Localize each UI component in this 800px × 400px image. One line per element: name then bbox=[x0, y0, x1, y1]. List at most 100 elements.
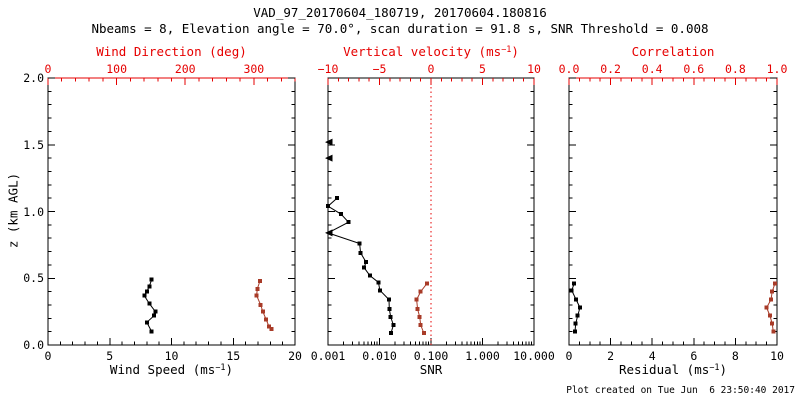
panel-wind-y-ticks bbox=[48, 77, 295, 346]
series-wind-direction-point bbox=[255, 286, 260, 291]
series-wind-speed bbox=[142, 277, 158, 334]
panel-wind-top-tick-label: 100 bbox=[106, 62, 127, 76]
panel-residual-top-tick-label: 0.0 bbox=[558, 62, 580, 76]
panel-residual-bottom-tick-label: 8 bbox=[731, 349, 739, 363]
series-snr bbox=[325, 196, 396, 335]
series-vertical-velocity-point bbox=[414, 297, 419, 302]
panel-residual-bottom-tick-label: 2 bbox=[607, 349, 615, 363]
panel-snr-top-tick-label: 0 bbox=[427, 62, 435, 76]
panel-snr-top-tick-label: −5 bbox=[372, 62, 387, 76]
series-wind-speed-point bbox=[147, 301, 152, 306]
panel-snr-frame bbox=[327, 77, 535, 346]
offscale-arrow-left-icon bbox=[325, 229, 333, 237]
panel-wind-bottom-tick-label: 20 bbox=[288, 349, 302, 363]
series-wind-direction-point bbox=[258, 302, 263, 307]
series-wind-speed-point bbox=[144, 289, 149, 294]
y-axis-tick-label: 1.0 bbox=[23, 204, 44, 219]
residual-axis-title: Residual (ms−1) bbox=[569, 362, 777, 377]
panel-residual-top-tick-label: 0.8 bbox=[725, 62, 746, 76]
panel-snr-bottom-tick-label: 0.001 bbox=[310, 349, 346, 363]
panel-residual bbox=[568, 77, 778, 346]
series-residual-point bbox=[574, 297, 579, 302]
series-wind-direction-point bbox=[258, 278, 263, 283]
series-residual-point bbox=[575, 313, 580, 318]
series-snr-point bbox=[339, 212, 344, 217]
vertical-velocity-axis-title: Vertical velocity (ms−1) bbox=[328, 44, 534, 59]
residual-title-sup: −1 bbox=[709, 363, 720, 373]
panel-snr-y-ticks bbox=[328, 77, 534, 346]
panel-wind-bottom-tick-label: 5 bbox=[106, 349, 114, 363]
plot-subtitle: Nbeams = 8, Elevation angle = 70.0°, sca… bbox=[91, 21, 709, 36]
panel-snr-bottom-tick-label: 1.000 bbox=[465, 349, 500, 363]
series-wind-speed-point bbox=[153, 309, 158, 314]
series-vertical-velocity-point bbox=[415, 306, 420, 311]
panel-residual-y-ticks bbox=[569, 77, 777, 346]
panel-wind-top-ticks bbox=[47, 78, 296, 85]
y-axis-tick-label: 0.0 bbox=[23, 338, 44, 352]
series-snr-point bbox=[367, 273, 372, 278]
series-snr-point bbox=[387, 297, 392, 302]
panel-wind-frame bbox=[47, 77, 296, 346]
panel-residual-bottom-tick-label: 6 bbox=[690, 349, 698, 363]
series-wind-speed-point bbox=[144, 320, 149, 325]
panel-snr bbox=[325, 77, 535, 346]
panel-snr-bottom-tick-label: 10.000 bbox=[513, 349, 555, 363]
series-snr-point bbox=[388, 314, 393, 319]
wind-speed-title-close: ) bbox=[225, 362, 234, 377]
wind-direction-axis-title: Wind Direction (deg) bbox=[96, 44, 247, 59]
series-correlation-point bbox=[771, 329, 776, 334]
series-wind-speed-point bbox=[142, 293, 147, 298]
series-snr-point bbox=[377, 288, 382, 293]
series-wind-direction-point bbox=[254, 293, 259, 298]
series-residual-point bbox=[569, 288, 574, 293]
panel-snr-top-ticks bbox=[327, 78, 535, 85]
correlation-axis-title: Correlation bbox=[631, 44, 715, 59]
series-vertical-velocity-point bbox=[417, 314, 422, 319]
series-residual bbox=[569, 281, 583, 334]
panel-residual-top-ticks bbox=[568, 78, 778, 85]
series-wind-direction-point bbox=[260, 309, 265, 314]
wind-speed-title-text: Wind Speed (ms bbox=[109, 362, 216, 377]
panel-wind-bottom-ticks bbox=[47, 338, 296, 345]
series-wind-speed-point bbox=[149, 277, 154, 282]
series-correlation bbox=[764, 281, 777, 334]
series-vertical-velocity bbox=[414, 281, 429, 335]
panel-residual-bottom-tick-label: 10 bbox=[770, 349, 784, 363]
plot-title: VAD_97_20170604_180719, 20170604.180816 bbox=[253, 5, 547, 20]
vertical-velocity-title-sup: −1 bbox=[501, 45, 512, 55]
panel-snr-bottom-ticks bbox=[327, 338, 535, 345]
panel-wind-top-tick-label: 300 bbox=[243, 62, 265, 76]
series-correlation-point bbox=[770, 321, 775, 326]
panel-residual-top-tick-label: 1.0 bbox=[766, 62, 788, 76]
series-wind-direction-point bbox=[269, 326, 274, 331]
panel-wind bbox=[47, 77, 296, 346]
residual-title-close: ) bbox=[719, 362, 728, 377]
vertical-velocity-title-close: ) bbox=[511, 44, 519, 59]
panel-residual-bottom-tick-label: 4 bbox=[648, 349, 656, 363]
panel-wind-bottom-tick-label: 15 bbox=[226, 349, 241, 363]
offscale-arrow-left-icon bbox=[325, 154, 333, 162]
series-snr-point bbox=[326, 204, 330, 209]
series-residual-point bbox=[573, 329, 578, 334]
series-correlation-point bbox=[768, 297, 773, 302]
series-correlation-point bbox=[772, 281, 777, 286]
snr-axis-title: SNR bbox=[419, 362, 443, 377]
vertical-velocity-title-text: Vertical velocity (ms bbox=[343, 44, 502, 59]
panel-residual-top-tick-label: 0.2 bbox=[600, 62, 621, 76]
panel-residual-top-tick-label: 0.4 bbox=[641, 62, 663, 76]
series-wind-speed-point bbox=[147, 284, 152, 289]
series-snr-point bbox=[361, 265, 366, 270]
series-correlation-point bbox=[764, 305, 769, 310]
y-axis-tick-label: 2.0 bbox=[23, 71, 44, 85]
series-snr-point bbox=[364, 260, 369, 265]
series-residual-point bbox=[578, 305, 583, 310]
series-snr-point bbox=[357, 241, 362, 246]
panel-wind-top-tick-label: 0 bbox=[44, 62, 52, 76]
series-wind-direction bbox=[254, 278, 274, 331]
wind-speed-axis-title: Wind Speed (ms−1) bbox=[48, 362, 295, 377]
offscale-arrow-left-icon bbox=[325, 138, 333, 146]
series-wind-speed-point bbox=[149, 329, 154, 334]
panel-snr-top-tick-label: 10 bbox=[527, 62, 541, 76]
y-axis-tick-label: 1.5 bbox=[23, 137, 44, 152]
